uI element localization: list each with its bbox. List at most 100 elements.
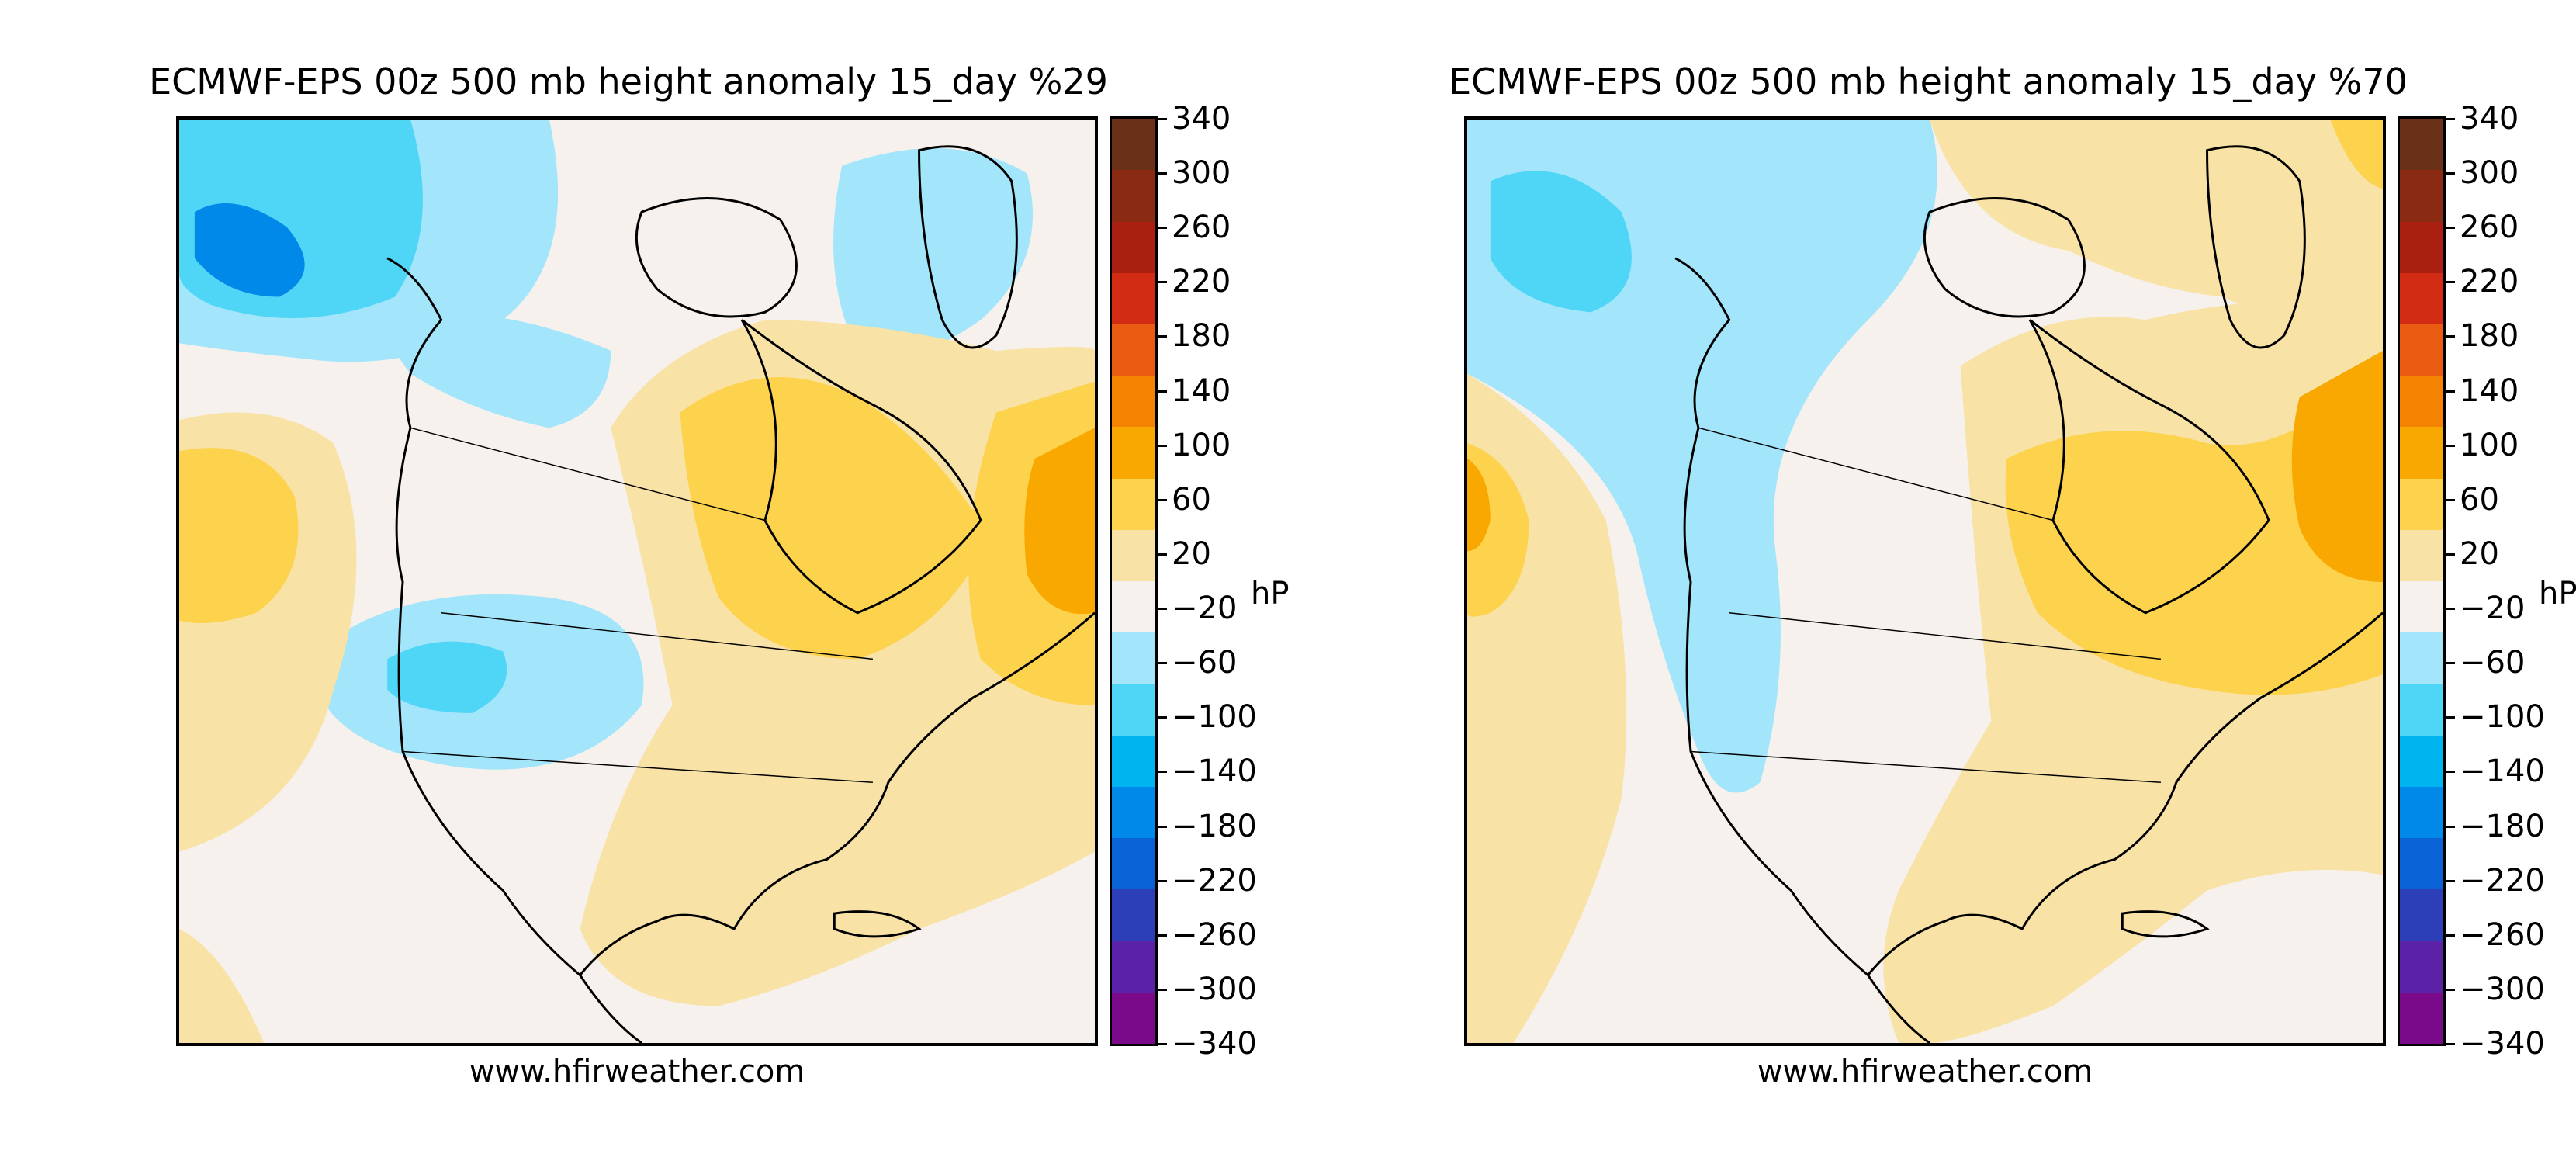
colorbar-segment bbox=[2400, 786, 2443, 839]
anomaly-region bbox=[372, 313, 611, 428]
colorbar-tick-mark bbox=[2446, 608, 2455, 611]
colorbar-tick-label: −340 bbox=[2460, 1026, 2545, 1062]
colorbar-segment bbox=[2400, 324, 2443, 376]
colorbar-tick-mark bbox=[2446, 498, 2455, 501]
colorbar-tick-mark bbox=[1158, 988, 1167, 991]
colorbar-segment bbox=[2400, 581, 2443, 633]
colorbar-tick-label: 100 bbox=[1172, 427, 1231, 463]
colorbar-tick-label: 20 bbox=[1172, 535, 1211, 572]
colorbar-tick-label: −100 bbox=[2460, 699, 2545, 736]
anomaly-region bbox=[2005, 350, 2383, 695]
colorbar-segment bbox=[1112, 838, 1155, 890]
colorbar-tick-mark bbox=[1158, 227, 1167, 230]
colorbar-segment bbox=[1112, 324, 1155, 376]
colorbar-segment bbox=[1112, 581, 1155, 633]
colorbar-tick-label: 340 bbox=[1172, 101, 1231, 137]
coastline bbox=[740, 319, 982, 615]
colorbar-segment bbox=[1112, 376, 1155, 428]
colorbar-tick-mark bbox=[2446, 444, 2455, 447]
coastline bbox=[918, 145, 1018, 349]
colorbar-tick-label: −180 bbox=[2460, 808, 2545, 844]
colorbar-tick-label: 180 bbox=[1172, 318, 1231, 355]
coastline bbox=[386, 257, 1095, 1043]
colorbar-tick-label: 20 bbox=[2460, 535, 2499, 572]
colorbar-tick-mark bbox=[1158, 1043, 1167, 1045]
colorbar-tick-mark bbox=[1158, 662, 1167, 665]
colorbar-segment bbox=[1112, 529, 1155, 582]
colorbar-tick-label: −260 bbox=[2460, 916, 2545, 953]
anomaly-region bbox=[194, 203, 305, 297]
coastline bbox=[2206, 145, 2306, 349]
colorbar-tick-mark bbox=[2446, 988, 2455, 991]
colorbar-tick-mark bbox=[1158, 172, 1167, 175]
anomaly-region bbox=[1490, 171, 1632, 313]
colorbar-tick-label: 60 bbox=[1172, 481, 1211, 518]
colorbar-tick-mark bbox=[2446, 335, 2455, 338]
anomaly-region bbox=[179, 448, 299, 623]
colorbar-tick-mark bbox=[1158, 281, 1167, 284]
boundary bbox=[1690, 427, 2162, 784]
coastline bbox=[2121, 910, 2210, 938]
colorbar-tick-mark bbox=[1158, 553, 1167, 556]
colorbar-tick-label: −220 bbox=[1172, 862, 1257, 899]
colorbar-segment bbox=[1112, 684, 1155, 736]
colorbar-segment bbox=[1112, 170, 1155, 222]
colorbar-segment bbox=[1112, 786, 1155, 839]
colorbar-tick-mark bbox=[1158, 879, 1167, 882]
colorbar-tick-mark bbox=[2446, 771, 2455, 774]
colorbar-tick-label: −60 bbox=[1172, 645, 1238, 681]
colorbar-tick-mark bbox=[1158, 825, 1167, 828]
panel-1-credit: www.hfirweather.com bbox=[469, 1054, 805, 1090]
anomaly-region bbox=[833, 148, 1034, 358]
anomaly-region bbox=[387, 641, 507, 713]
coastline bbox=[1923, 197, 2086, 318]
coastline bbox=[1674, 257, 2383, 1043]
colorbar-tick-mark bbox=[1158, 716, 1167, 719]
colorbar-tick-mark bbox=[2446, 281, 2455, 284]
colorbar-segment bbox=[2400, 376, 2443, 428]
coastline bbox=[635, 197, 798, 318]
colorbar-segment bbox=[1112, 992, 1155, 1044]
colorbar-segment bbox=[2400, 889, 2443, 941]
colorbar-tick-label: 340 bbox=[2460, 101, 2519, 137]
colorbar-segment bbox=[2400, 427, 2443, 479]
panel-2-map-svg bbox=[1467, 120, 2383, 1043]
colorbar-tick-label: 140 bbox=[1172, 372, 1231, 409]
colorbar-tick-label: −340 bbox=[1172, 1026, 1257, 1062]
colorbar-tick-mark bbox=[2446, 879, 2455, 882]
colorbar-segment bbox=[2400, 684, 2443, 736]
anomaly-region bbox=[1929, 120, 2383, 324]
colorbar-tick-label: 300 bbox=[2460, 155, 2519, 192]
colorbar-segment bbox=[2400, 529, 2443, 582]
colorbar-segment bbox=[2400, 170, 2443, 222]
colorbar-tick-mark bbox=[2446, 118, 2455, 120]
colorbar-tick-mark bbox=[1158, 934, 1167, 937]
panel-2-map bbox=[1464, 116, 2386, 1046]
colorbar-tick-label: 260 bbox=[1172, 210, 1231, 246]
colorbar-tick-mark bbox=[2446, 1043, 2455, 1045]
colorbar-tick-label: 60 bbox=[2460, 481, 2499, 518]
colorbar-tick-label: −100 bbox=[1172, 699, 1257, 736]
colorbar-segment bbox=[1112, 941, 1155, 993]
panel-2-colorbar-unit: hP bbox=[2539, 576, 2576, 611]
boundary bbox=[402, 427, 874, 784]
colorbar-tick-label: −260 bbox=[1172, 916, 1257, 953]
colorbar-tick-mark bbox=[2446, 172, 2455, 175]
colorbar-tick-label: −20 bbox=[2460, 591, 2526, 627]
colorbar-tick-mark bbox=[2446, 553, 2455, 556]
anomaly-region bbox=[179, 928, 265, 1043]
panel-1-map bbox=[176, 116, 1098, 1046]
colorbar-segment bbox=[1112, 478, 1155, 530]
coastline bbox=[833, 910, 922, 938]
colorbar-segment bbox=[2400, 221, 2443, 273]
anomaly-region bbox=[2330, 120, 2383, 189]
colorbar-tick-mark bbox=[2446, 934, 2455, 937]
colorbar-segment bbox=[2400, 119, 2443, 171]
colorbar-tick-label: −300 bbox=[1172, 971, 1257, 1007]
colorbar-tick-mark bbox=[2446, 390, 2455, 393]
panel-1-colorbar-unit: hP bbox=[1251, 576, 1290, 611]
colorbar-segment bbox=[1112, 427, 1155, 479]
colorbar-tick-label: −140 bbox=[2460, 753, 2545, 790]
colorbar-tick-mark bbox=[1158, 390, 1167, 393]
colorbar-tick-label: −20 bbox=[1172, 591, 1238, 627]
